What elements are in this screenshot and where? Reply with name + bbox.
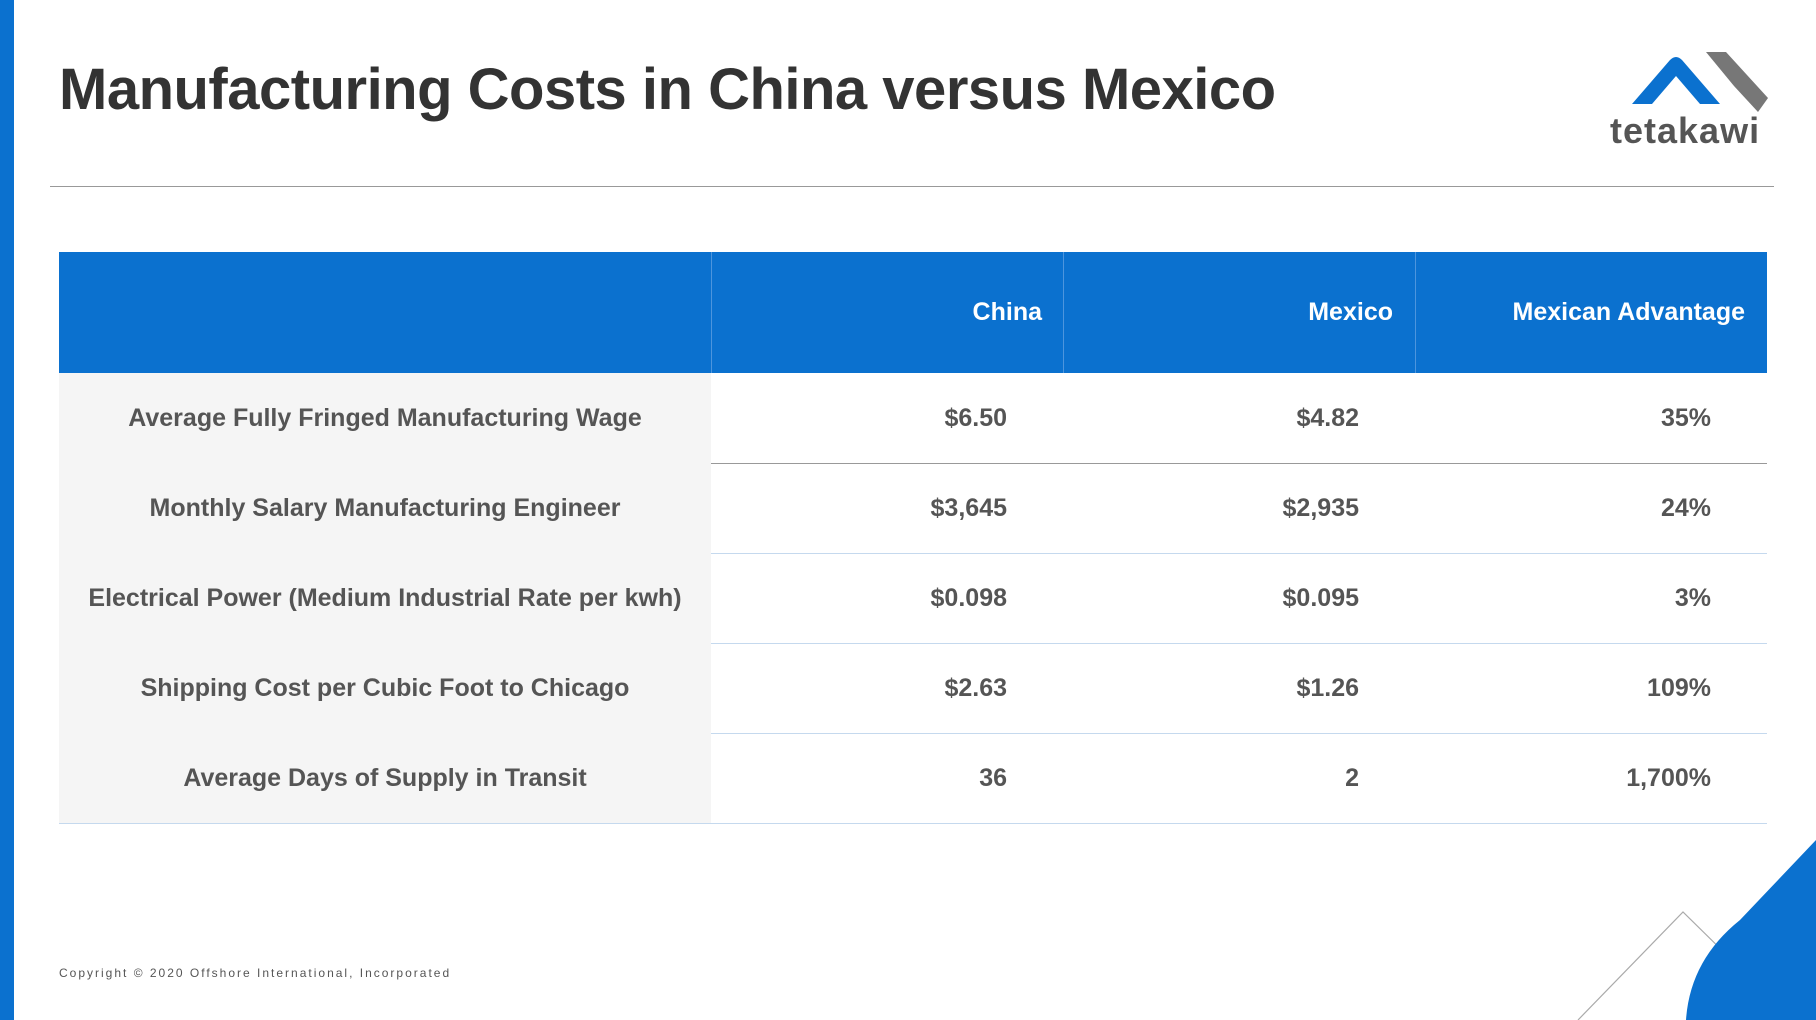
column-divider [711, 252, 712, 373]
cell-value: 1,700% [1626, 764, 1711, 792]
row-label: Average Days of Supply in Transit [59, 733, 711, 823]
row-divider [59, 553, 1767, 554]
row-divider [59, 463, 1767, 464]
logo-text: tetakawi [1610, 110, 1761, 151]
row-divider [59, 733, 1767, 734]
cell-value: 3% [1674, 584, 1711, 612]
cell-value: $4.82 [1296, 404, 1359, 432]
corner-decoration [1577, 840, 1816, 1020]
cell-value: 24% [1660, 494, 1711, 522]
table-header [59, 252, 1767, 373]
row-divider [59, 643, 1767, 644]
copyright: Copyright © 2020 Offshore International,… [59, 966, 452, 980]
divider [50, 186, 1774, 187]
column-header: Mexican Advantage [1512, 298, 1745, 326]
row-label: Average Fully Fringed Manufacturing Wage [59, 373, 711, 463]
row-label: Electrical Power (Medium Industrial Rate… [59, 553, 711, 643]
cell-value: 2 [1345, 764, 1359, 792]
logo-mark [1632, 52, 1768, 112]
cell-value: 36 [979, 764, 1007, 792]
row-divider [59, 823, 1767, 824]
row-label: Monthly Salary Manufacturing Engineer [59, 463, 711, 553]
column-header: Mexico [1308, 298, 1393, 326]
cell-value: 35% [1660, 404, 1711, 432]
cell-value: $2,935 [1282, 494, 1359, 522]
title: Manufacturing Costs in China versus Mexi… [59, 57, 1276, 122]
cell-value: $1.26 [1296, 674, 1359, 702]
left-bar [0, 0, 14, 1020]
cell-value: $0.098 [930, 584, 1007, 612]
column-divider [1063, 252, 1064, 373]
column-divider [1415, 252, 1416, 373]
cell-value: $2.63 [944, 674, 1007, 702]
column-header: China [972, 298, 1042, 326]
cell-value: $6.50 [944, 404, 1007, 432]
cell-value: 109% [1647, 674, 1711, 702]
cell-value: $0.095 [1282, 584, 1359, 612]
cell-value: $3,645 [930, 494, 1007, 522]
row-label: Shipping Cost per Cubic Foot to Chicago [59, 643, 711, 733]
